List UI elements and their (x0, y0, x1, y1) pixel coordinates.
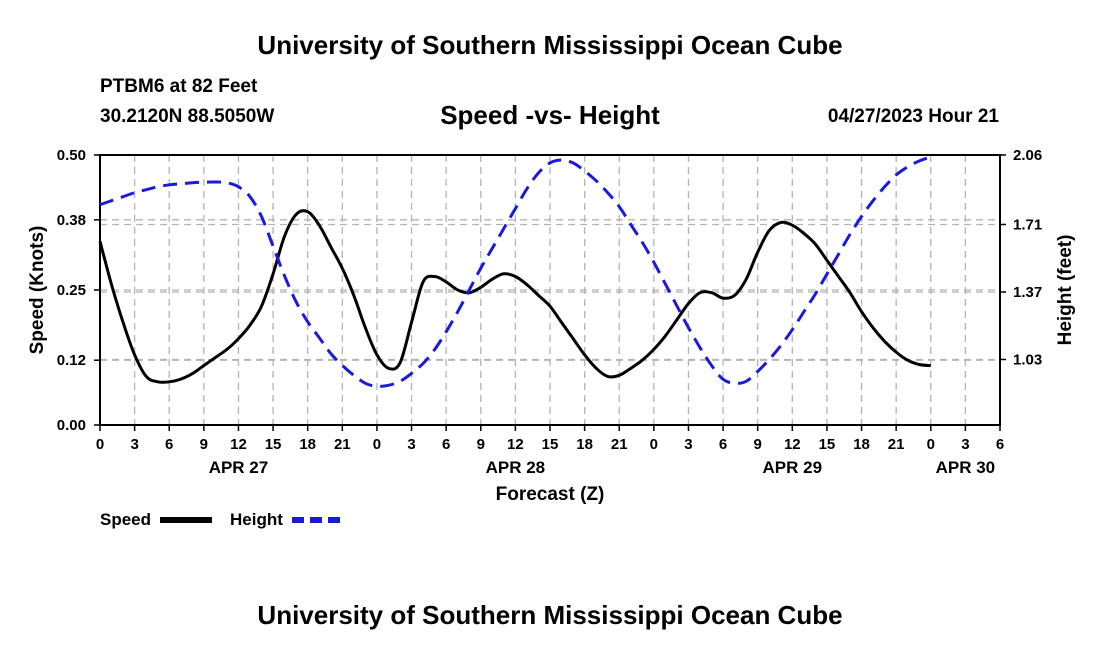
y-tick-label-right: 1.03 (1013, 351, 1042, 368)
x-tick-label: 3 (130, 436, 138, 453)
x-tick-label: 12 (784, 436, 801, 453)
x-tick-label: 12 (230, 436, 247, 453)
y-tick-label-left: 0.50 (57, 147, 86, 164)
series-line-speed (98, 209, 931, 384)
y-tick-label-right: 1.71 (1013, 216, 1042, 233)
x-tick-label: 6 (719, 436, 727, 453)
date-label: APR 28 (486, 458, 546, 477)
x-tick-label: 18 (576, 436, 593, 453)
y-axis-label-right: Height (feet) (1055, 235, 1076, 346)
x-tick-label: 15 (542, 436, 559, 453)
x-tick-label: 12 (507, 436, 524, 453)
grid (100, 154, 1000, 425)
x-tick-label: 0 (96, 436, 104, 453)
date-label: APR 29 (763, 458, 823, 477)
x-tick-label: 15 (819, 436, 836, 453)
y-axis-label-left: Speed (Knots) (27, 226, 48, 355)
x-tick-label: 6 (442, 436, 450, 453)
x-tick-label: 21 (611, 436, 628, 453)
x-tick-label: 3 (407, 436, 415, 453)
x-tick-label: 0 (650, 436, 658, 453)
x-tick-label: 9 (754, 436, 762, 453)
x-tick-label: 0 (927, 436, 935, 453)
x-tick-label: 9 (200, 436, 208, 453)
legend: Speed Height (100, 510, 344, 529)
y-tick-label-right: 1.37 (1013, 284, 1042, 301)
main-title: University of Southern Mississippi Ocean… (257, 30, 843, 60)
y-tick-label-left: 0.25 (57, 282, 86, 299)
x-tick-label: 3 (961, 436, 969, 453)
date-label: APR 30 (936, 458, 996, 477)
x-tick-label: 15 (265, 436, 282, 453)
legend-speed-label: Speed (100, 510, 151, 529)
x-axis-label: Forecast (Z) (496, 484, 605, 505)
x-tick-label: 6 (996, 436, 1004, 453)
forecast-datetime: 04/27/2023 Hour 21 (827, 106, 999, 127)
axes: 0 3 6 9 12 15 18 21 0 3 6 9 12 15 18 21 0 3 6 9 12 15 18 21 0 3 6A… (57, 147, 1042, 477)
x-tick-label: 0 (373, 436, 381, 453)
x-tick-label: 18 (853, 436, 870, 453)
station-label: PTBM6 at 82 Feet (100, 76, 258, 97)
x-tick-label: 18 (299, 436, 316, 453)
location-coordinates: 30.2120N 88.5050W (100, 106, 275, 127)
x-tick-label: 6 (165, 436, 173, 453)
x-tick-label: 9 (477, 436, 485, 453)
y-tick-label-left: 0.38 (57, 212, 86, 229)
y-tick-label-right: 2.06 (1013, 147, 1042, 164)
legend-height-label: Height (230, 510, 283, 529)
y-tick-label-left: 0.00 (57, 417, 86, 434)
y-tick-label-left: 0.12 (57, 352, 86, 369)
x-tick-label: 3 (684, 436, 692, 453)
date-label: APR 27 (209, 458, 269, 477)
x-tick-label: 21 (334, 436, 351, 453)
x-tick-label: 21 (888, 436, 905, 453)
series (98, 155, 932, 388)
footer-title: University of Southern Mississippi Ocean… (257, 600, 843, 630)
chart-subtitle: Speed -vs- Height (440, 100, 660, 130)
series-line-height (99, 155, 932, 388)
